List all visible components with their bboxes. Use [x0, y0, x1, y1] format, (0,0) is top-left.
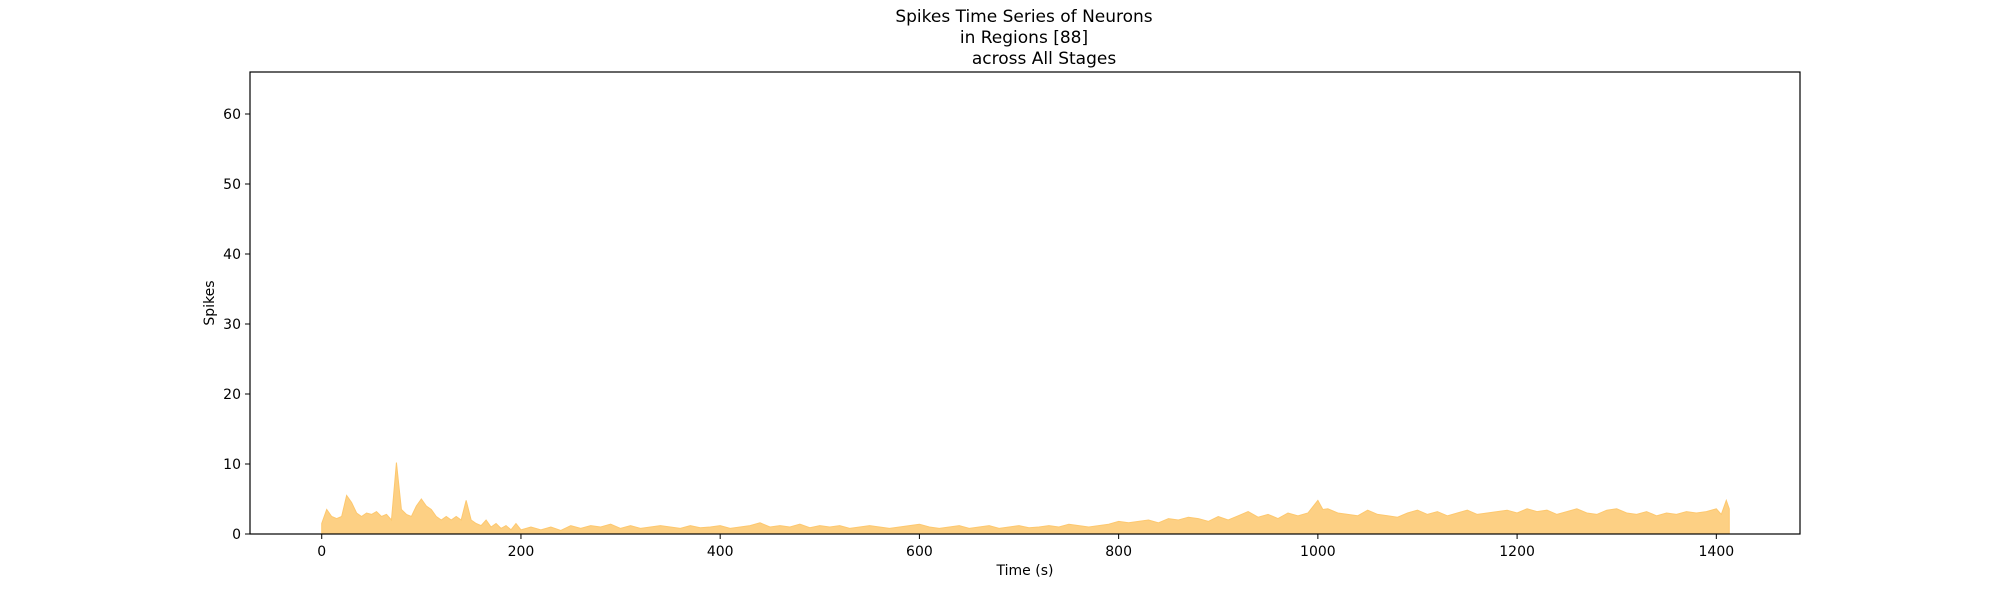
x-axis-ticks: 0 200 400 600 800 1000 1200 1400 [317, 534, 1734, 560]
y-axis-ticks: 0 10 20 30 40 50 60 [223, 107, 250, 543]
x-tick-label: 1200 [1499, 544, 1535, 560]
chart-title-line-3: across All Stages [972, 49, 1117, 69]
series-area-0 [321, 462, 1730, 535]
chart-title: Spikes Time Series of Neurons in Regions… [895, 7, 1152, 69]
x-tick-label: 1400 [1699, 544, 1735, 560]
chart-title-line-2: in Regions [88] [960, 28, 1088, 48]
x-tick-label: 600 [906, 544, 933, 560]
y-tick-label: 10 [223, 457, 241, 473]
y-tick-label: 60 [223, 107, 241, 123]
y-tick-label: 50 [223, 177, 241, 193]
series-layer [321, 462, 1730, 535]
y-tick-label: 40 [223, 247, 241, 263]
x-tick-label: 0 [317, 544, 326, 560]
x-axis-label: Time (s) [996, 563, 1054, 579]
x-tick-label: 200 [508, 544, 535, 560]
plot-area-frame [249, 71, 1801, 535]
y-axis-label: Spikes [202, 280, 218, 325]
x-tick-label: 400 [707, 544, 734, 560]
chart-title-line-1: Spikes Time Series of Neurons [895, 7, 1152, 27]
y-tick-label: 0 [232, 527, 241, 543]
y-tick-label: 30 [223, 317, 241, 333]
x-tick-label: 800 [1105, 544, 1132, 560]
y-tick-label: 20 [223, 387, 241, 403]
x-tick-label: 1000 [1300, 544, 1336, 560]
